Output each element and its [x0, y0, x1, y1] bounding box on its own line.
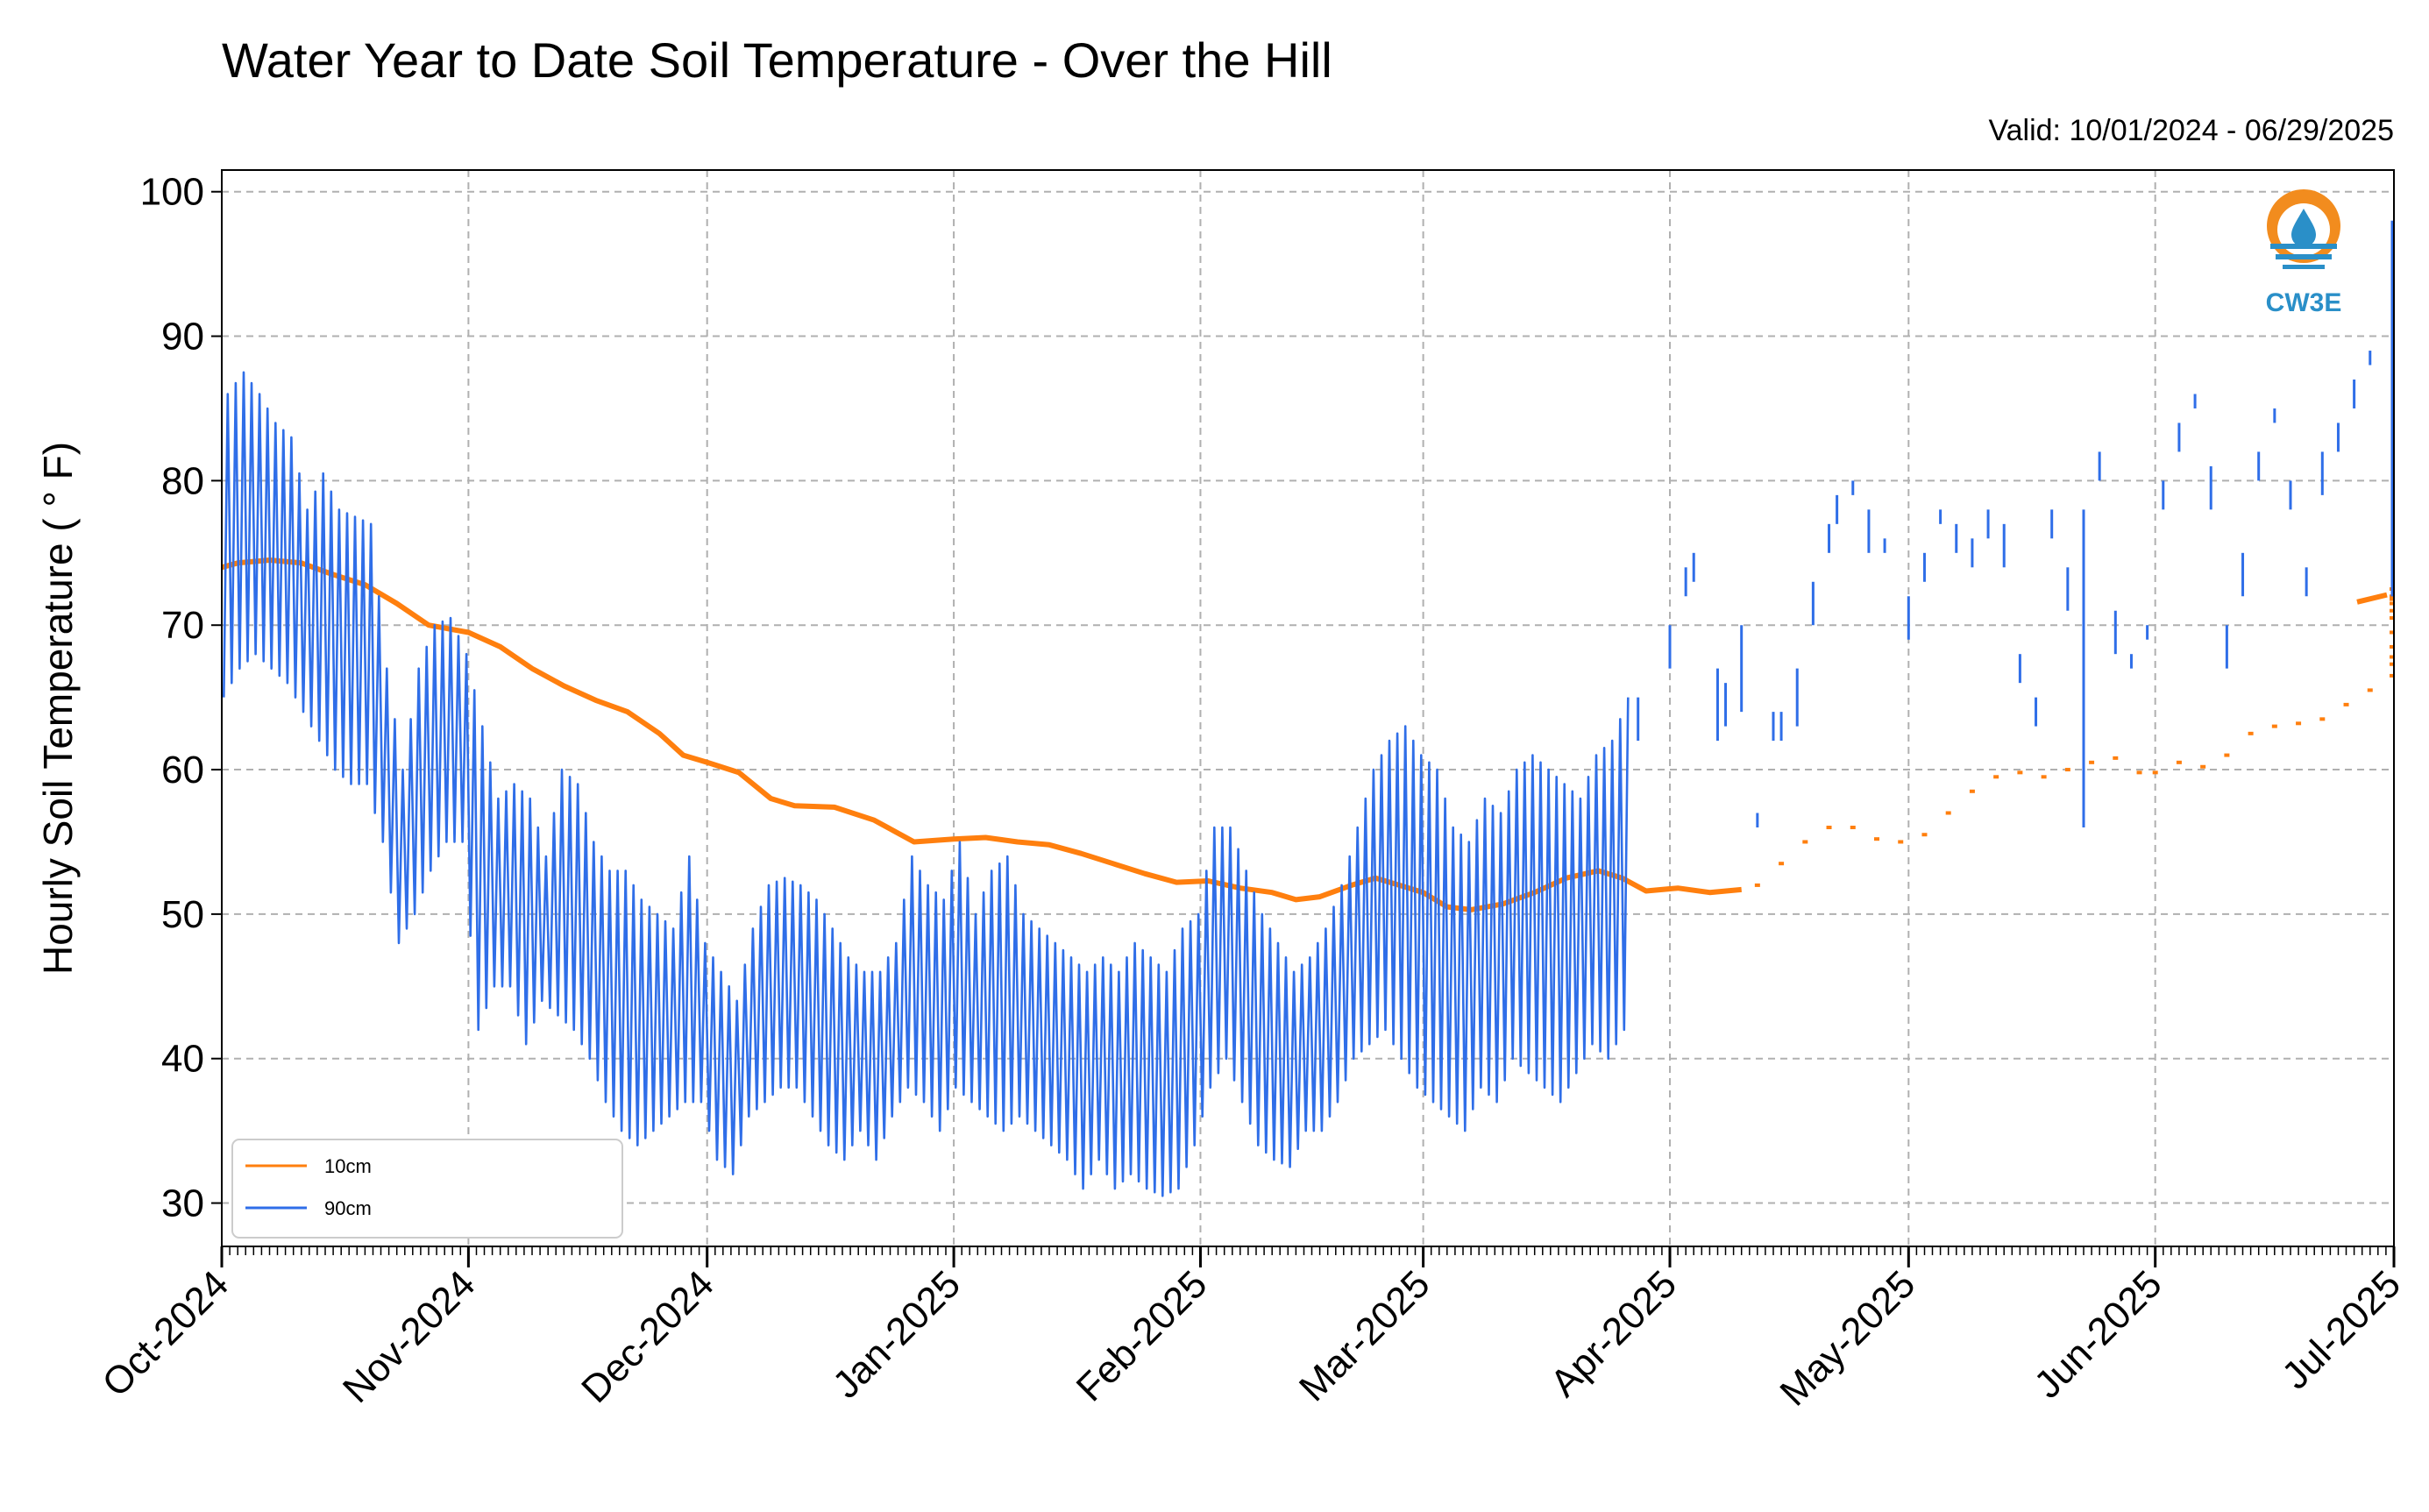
y-axis-label: Hourly Soil Temperature ( ° F): [35, 442, 81, 975]
y-tick-label: 40: [161, 1038, 204, 1081]
x-tick-label: Nov-2024: [335, 1262, 484, 1411]
logo-wave-2: [2276, 254, 2332, 259]
x-axis-ticks: Oct-2024 Nov-2024 Dec-2024 Jan-2025 Feb-2025…: [94, 1246, 2409, 1414]
x-tick-label: Oct-2024: [94, 1262, 237, 1405]
x-tick-label: Dec-2024: [573, 1262, 722, 1411]
series-10cm: [221, 557, 2395, 912]
legend-box: [231, 1139, 623, 1239]
series-90cm-line: [223, 371, 1630, 1197]
x-tick-label: Feb-2025: [1069, 1262, 1216, 1409]
legend: 10cm 90cm: [231, 1139, 623, 1239]
x-tick-label: Jun-2025: [2026, 1262, 2170, 1406]
x-tick-label: Mar-2025: [1291, 1262, 1438, 1409]
y-tick-label: 60: [161, 749, 204, 791]
logo-wave-1: [2270, 244, 2337, 249]
series-90cm: [223, 220, 2394, 1197]
x-tick-label: Jul-2025: [2274, 1262, 2409, 1397]
y-tick-label: 100: [140, 171, 204, 214]
valid-date-range: Valid: 10/01/2024 - 06/29/2025: [1988, 114, 2394, 147]
legend-label-90cm: 90cm: [324, 1197, 372, 1219]
y-tick-label: 70: [161, 604, 204, 647]
plot-frame: [221, 169, 2395, 1247]
logo-wave-3: [2283, 265, 2325, 269]
x-tick-label: Jan-2025: [825, 1262, 969, 1406]
x-minor-tick-marks: [221, 1246, 2395, 1255]
y-tick-label: 30: [161, 1182, 204, 1225]
series-10cm-line: [221, 557, 1742, 912]
chart-title: Water Year to Date Soil Temperature - Ov…: [222, 32, 1332, 88]
series-10cm-end-cluster: [2356, 592, 2388, 605]
cw3e-logo: CW3E: [2266, 189, 2342, 317]
y-axis-ticks: 30 40 50 60 70 80 90 100: [140, 171, 222, 1225]
logo-text: CW3E: [2266, 288, 2342, 317]
water-drop-icon: [2291, 209, 2316, 247]
y-tick-label: 50: [161, 893, 204, 936]
y-tick-label: 80: [161, 459, 204, 502]
y-tick-label: 90: [161, 316, 204, 358]
x-tick-label: May-2025: [1772, 1262, 1923, 1414]
legend-label-10cm: 10cm: [324, 1155, 372, 1177]
x-axis-minor-ticks: [221, 1246, 2395, 1255]
x-tick-label: Apr-2025: [1542, 1262, 1685, 1405]
